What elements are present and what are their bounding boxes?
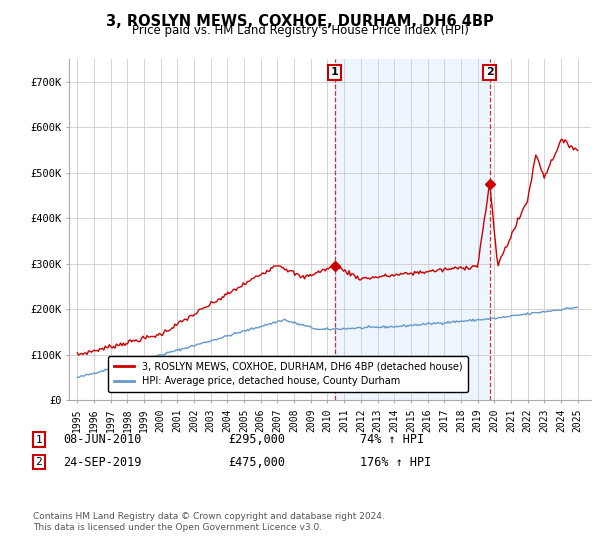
Text: 3, ROSLYN MEWS, COXHOE, DURHAM, DH6 4BP: 3, ROSLYN MEWS, COXHOE, DURHAM, DH6 4BP [106, 14, 494, 29]
Text: 1: 1 [35, 435, 43, 445]
Text: Price paid vs. HM Land Registry's House Price Index (HPI): Price paid vs. HM Land Registry's House … [131, 24, 469, 37]
Text: £295,000: £295,000 [228, 433, 285, 446]
Legend: 3, ROSLYN MEWS, COXHOE, DURHAM, DH6 4BP (detached house), HPI: Average price, de: 3, ROSLYN MEWS, COXHOE, DURHAM, DH6 4BP … [109, 356, 468, 392]
Text: Contains HM Land Registry data © Crown copyright and database right 2024.
This d: Contains HM Land Registry data © Crown c… [33, 512, 385, 532]
Text: £475,000: £475,000 [228, 455, 285, 469]
Text: 2: 2 [486, 67, 494, 77]
Text: 08-JUN-2010: 08-JUN-2010 [63, 433, 142, 446]
Bar [335, 59, 490, 400]
Text: 176% ↑ HPI: 176% ↑ HPI [360, 455, 431, 469]
Text: 2: 2 [35, 457, 43, 467]
Text: 24-SEP-2019: 24-SEP-2019 [63, 455, 142, 469]
Text: 1: 1 [331, 67, 339, 77]
Text: 74% ↑ HPI: 74% ↑ HPI [360, 433, 424, 446]
